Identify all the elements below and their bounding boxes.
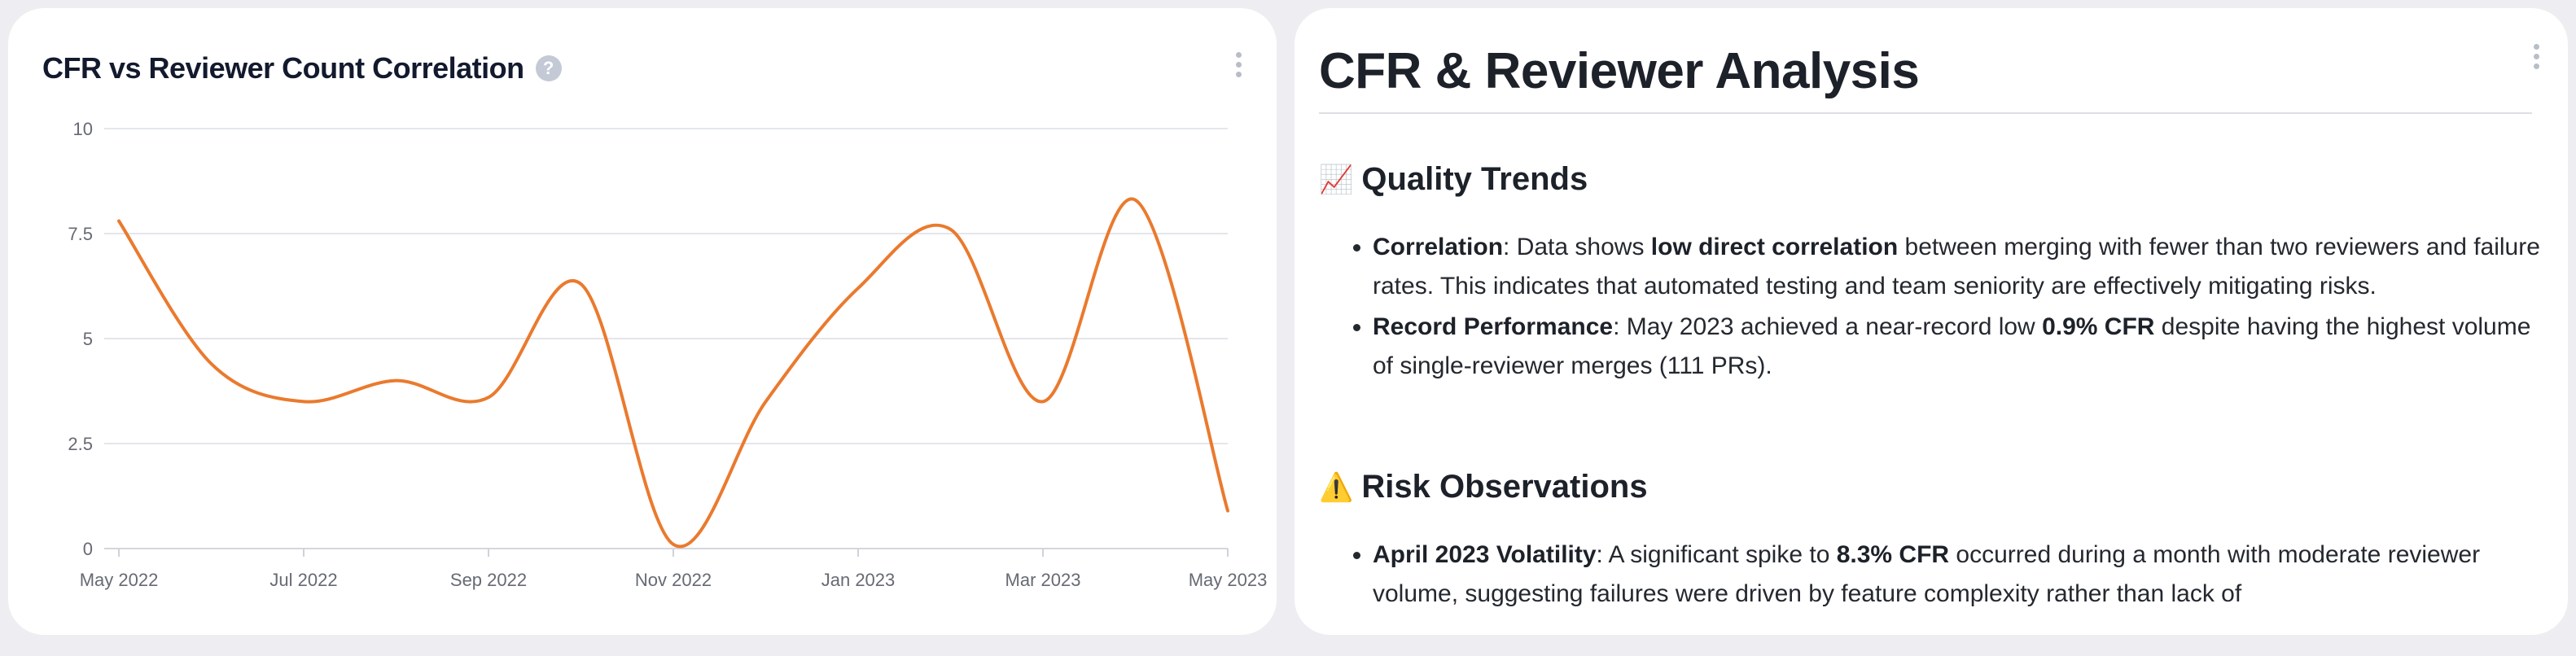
cfr-line-chart: 0 2.5 5 7.5 10 May 2022 Jul 2022 Sep 2022 Nov 20… — [68, 119, 1268, 590]
item-text: : Data shows — [1503, 234, 1651, 260]
y-tick-label: 0 — [83, 539, 93, 559]
analysis-card: CFR & Reviewer Analysis 📈 Quality Trends… — [1295, 8, 2568, 635]
chart-menu-icon[interactable] — [1233, 49, 1245, 81]
item-text: despite having the highest volume of sin… — [1373, 313, 2531, 379]
item-emphasis: 0.9% CFR — [2042, 313, 2155, 340]
list-item-correlation: Correlation: Data shows low direct corre… — [1373, 228, 2553, 306]
item-text: : A significant spike to — [1596, 541, 1837, 568]
list-item-record-performance: Record Performance: May 2023 achieved a … — [1373, 308, 2553, 386]
series-line — [117, 197, 1229, 549]
x-tick-label: Mar 2023 — [1005, 570, 1081, 590]
y-tick-label: 5 — [83, 329, 93, 349]
item-emphasis: 8.3% CFR — [1836, 541, 1950, 568]
chart-card: CFR vs Reviewer Count Correlation ? 0 2.5… — [8, 8, 1277, 635]
analysis-menu-icon[interactable] — [2530, 41, 2543, 72]
x-tick-label: Jan 2023 — [821, 570, 896, 590]
help-icon[interactable]: ? — [535, 55, 562, 81]
item-label: Correlation — [1373, 234, 1504, 260]
title-divider — [1319, 112, 2532, 114]
warning-icon: ⚠️ — [1319, 471, 1354, 503]
item-label: April 2023 Volatility — [1373, 541, 1597, 568]
risk-observations-heading: ⚠️ Risk Observations — [1319, 469, 1648, 505]
x-tick-label: Jul 2022 — [269, 570, 337, 590]
chart-increasing-icon: 📈 — [1319, 164, 1354, 195]
item-label: Record Performance — [1373, 313, 1614, 340]
quality-trends-list: Correlation: Data shows low direct corre… — [1345, 228, 2553, 387]
chart-header: CFR vs Reviewer Count Correlation ? — [42, 49, 562, 88]
item-text: occurred during a month with moderate re… — [1373, 541, 2481, 607]
chart-title: CFR vs Reviewer Count Correlation — [42, 51, 524, 85]
quality-trends-heading: 📈 Quality Trends — [1319, 161, 1588, 198]
x-tick-label: May 2023 — [1189, 570, 1268, 590]
x-tick-label: Nov 2022 — [635, 570, 712, 590]
list-item-april-volatility: April 2023 Volatility: A significant spi… — [1373, 536, 2553, 614]
page-title: CFR & Reviewer Analysis — [1319, 43, 1920, 99]
item-text: between merging with fewer than two revi… — [1373, 234, 2540, 300]
quality-trends-title: Quality Trends — [1361, 161, 1588, 197]
item-text: : May 2023 achieved a near-record low — [1613, 313, 2043, 340]
y-tick-label: 2.5 — [68, 434, 93, 454]
x-tick-label: May 2022 — [80, 570, 159, 590]
y-tick-label: 7.5 — [68, 224, 93, 244]
x-tick-label: Sep 2022 — [450, 570, 527, 590]
risk-observations-list: April 2023 Volatility: A significant spi… — [1345, 536, 2553, 615]
item-emphasis: low direct correlation — [1650, 234, 1899, 260]
y-tick-label: 10 — [73, 119, 93, 139]
risk-observations-title: Risk Observations — [1361, 469, 1648, 505]
